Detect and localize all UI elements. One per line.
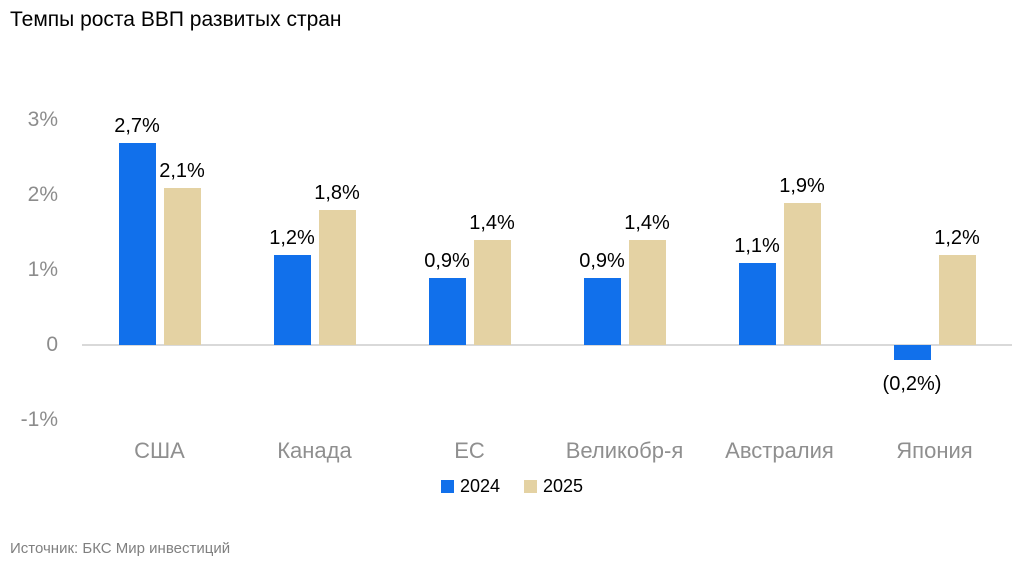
value-label: 2,1% <box>159 159 205 182</box>
value-label: 0,9% <box>579 249 625 272</box>
value-label: 2,7% <box>114 114 160 137</box>
y-axis-tick-label: 0 <box>46 333 58 356</box>
y-axis-tick-label: 1% <box>27 258 58 281</box>
bar-2024-c1 <box>273 255 311 345</box>
legend-item-2025: 2025 <box>524 476 583 497</box>
legend-label-2025: 2025 <box>543 476 584 496</box>
x-axis-label: Япония <box>896 438 973 463</box>
bar-2025-c4 <box>783 202 821 345</box>
bar-2024-c2 <box>428 277 466 345</box>
value-label: 1,4% <box>624 212 670 234</box>
legend: 2024 2025 <box>0 476 1024 497</box>
x-axis-label: ЕС <box>454 438 485 463</box>
x-axis-label: Великобр-я <box>565 438 684 463</box>
x-axis-label: США <box>134 438 185 463</box>
value-label: 1,4% <box>469 212 515 234</box>
value-label: 0,9% <box>424 249 470 272</box>
y-axis-tick-label: 2% <box>27 183 58 206</box>
bar-2025-c3 <box>628 240 666 345</box>
source-note: Источник: БКС Мир инвестиций <box>10 540 231 557</box>
bar-2025-c1 <box>318 210 356 345</box>
x-axis-label: Австралия <box>725 438 834 463</box>
legend-item-2024: 2024 <box>440 476 500 497</box>
y-axis-tick-label: -1% <box>20 408 58 431</box>
legend-swatch-2024 <box>440 480 454 493</box>
bar-2025-c5 <box>938 255 976 345</box>
value-label: 1,2% <box>269 227 315 249</box>
y-axis-tick-label: 3% <box>27 108 58 131</box>
bar-2024-c5 <box>893 345 931 360</box>
bar-2024-c3 <box>583 277 621 345</box>
value-label: 1,2% <box>934 227 980 249</box>
chart-title: Темпы роста ВВП развитых стран <box>10 8 342 31</box>
legend-swatch-2025 <box>524 480 537 493</box>
value-label: 1,9% <box>779 174 825 197</box>
legend-label-2024: 2024 <box>459 476 500 496</box>
bar-2025-c0 <box>163 187 201 345</box>
zero-axis-line <box>82 344 1012 346</box>
value-label: (0,2%) <box>882 373 942 395</box>
x-axis-label: Канада <box>277 438 352 463</box>
value-label: 1,1% <box>734 234 780 257</box>
bar-2024-c0 <box>118 142 156 345</box>
bar-2025-c2 <box>473 240 511 345</box>
bar-2024-c4 <box>738 262 776 345</box>
value-label: 1,8% <box>314 182 360 204</box>
